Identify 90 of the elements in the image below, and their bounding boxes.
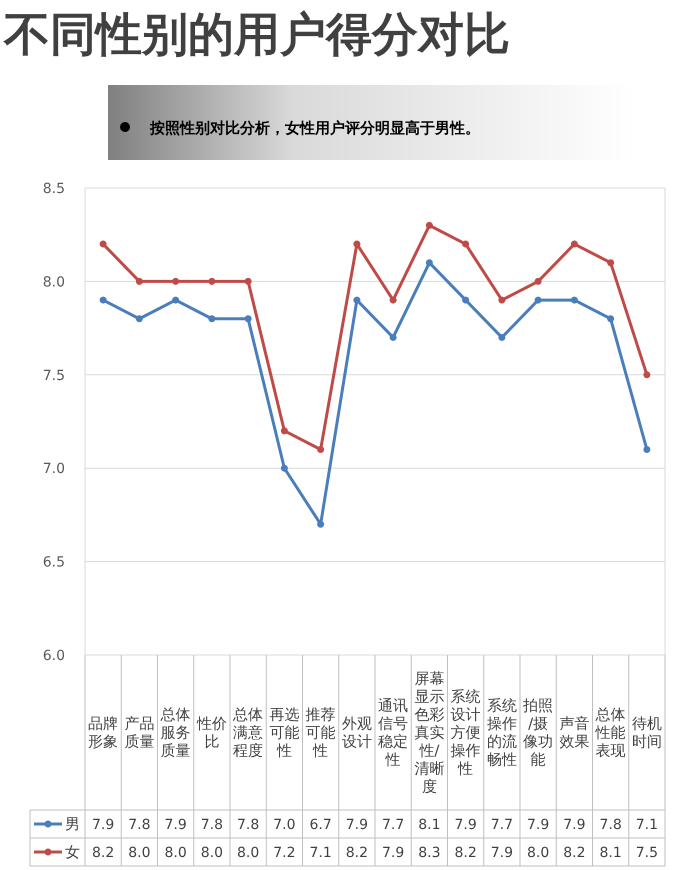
y-tick-label: 7.5 <box>42 368 65 384</box>
point <box>100 296 107 304</box>
point <box>172 278 180 285</box>
point <box>390 296 397 304</box>
data-label: 8.0 <box>164 845 187 861</box>
data-label: 7.2 <box>273 845 296 861</box>
data-label: 7.9 <box>92 817 114 833</box>
y-tick-label: 6.0 <box>42 648 65 664</box>
x-tick-label: 声音效果 <box>559 714 590 750</box>
data-label: 7.9 <box>490 845 514 861</box>
data-label: 7.1 <box>309 845 332 861</box>
legend-label: 女 <box>65 843 80 861</box>
data-label: 7.7 <box>382 817 404 833</box>
point <box>136 315 143 322</box>
point <box>353 240 360 248</box>
data-label: 8.2 <box>454 845 477 861</box>
data-label: 8.3 <box>418 845 441 861</box>
point <box>317 520 324 528</box>
point <box>136 278 143 285</box>
y-tick-label: 7.0 <box>42 461 65 478</box>
data-label: 7.1 <box>636 817 658 833</box>
point <box>317 446 324 454</box>
data-label: 8.1 <box>599 845 622 861</box>
point <box>172 296 180 304</box>
data-label: 7.9 <box>382 845 404 861</box>
y-tick-label: 6.5 <box>42 554 65 571</box>
point <box>570 296 578 304</box>
point <box>607 259 614 266</box>
data-label: 7.8 <box>599 817 622 833</box>
x-tick-label: 总体服务质量 <box>160 706 191 760</box>
data-label: 7.9 <box>526 817 550 833</box>
data-label: 8.0 <box>236 845 260 861</box>
data-label: 8.0 <box>200 845 224 861</box>
data-label: 7.9 <box>563 817 586 833</box>
chart-subtitle: 按照性别对比分析，女性用户评分明显高于男性。 <box>149 119 480 137</box>
x-tick-label: 性价比 <box>196 714 227 750</box>
point <box>208 278 216 285</box>
data-label: 7.9 <box>346 817 368 833</box>
data-label: 8.2 <box>92 845 114 861</box>
data-label: 8.2 <box>563 845 586 861</box>
data-label: 8.0 <box>128 845 151 861</box>
data-label: 7.8 <box>128 817 151 833</box>
point <box>353 296 360 304</box>
point <box>643 446 650 454</box>
data-label: 7.0 <box>273 817 296 833</box>
x-tick-label: 通讯信号稳定性 <box>378 696 408 768</box>
x-tick-label: 外观设计 <box>342 714 372 750</box>
point <box>244 315 252 322</box>
x-tick-label: 系统操作的流畅性 <box>486 696 517 768</box>
point <box>462 296 470 304</box>
x-tick-label: 推荐可能性 <box>306 706 336 760</box>
data-label: 6.7 <box>309 817 332 833</box>
point <box>570 240 578 248</box>
x-tick-label: 再选可能性 <box>269 706 300 760</box>
point <box>100 240 107 248</box>
point <box>426 222 433 229</box>
legend-label: 男 <box>65 815 80 833</box>
x-tick-label: 屏幕显示色彩真实性/清晰度 <box>414 670 444 796</box>
point <box>280 464 288 472</box>
data-label: 7.8 <box>200 817 224 833</box>
x-tick-label: 总体性能表现 <box>594 706 626 760</box>
data-label: 7.8 <box>236 817 260 833</box>
point <box>498 296 506 304</box>
point <box>534 296 542 304</box>
point <box>280 427 288 434</box>
data-label: 7.9 <box>454 817 477 833</box>
data-label: 8.0 <box>526 845 550 861</box>
point <box>498 334 506 341</box>
y-tick-label: 8.5 <box>42 181 65 197</box>
chart-title: 不同性别的用户得分对比 <box>3 7 510 61</box>
point <box>244 278 252 285</box>
x-tick-label: 系统设计方便操作性 <box>450 688 481 778</box>
point <box>426 259 433 266</box>
x-tick-label: 总体满意程度 <box>232 706 264 760</box>
y-tick-label: 8.0 <box>42 274 65 290</box>
point <box>208 315 216 322</box>
x-tick-label: 产品质量 <box>124 714 154 750</box>
point <box>643 371 650 378</box>
point <box>534 278 542 285</box>
x-tick-label: 待机时间 <box>632 714 662 750</box>
data-label: 7.9 <box>164 817 187 833</box>
point <box>607 315 614 322</box>
data-label: 7.7 <box>490 817 514 833</box>
data-label: 8.2 <box>346 845 368 861</box>
point <box>462 240 470 248</box>
x-tick-label: 品牌形象 <box>88 714 118 750</box>
data-label: 7.5 <box>636 845 658 861</box>
point <box>390 334 397 341</box>
data-label: 8.1 <box>418 817 441 833</box>
x-tick-label: 拍照/摄像功能 <box>522 696 554 768</box>
